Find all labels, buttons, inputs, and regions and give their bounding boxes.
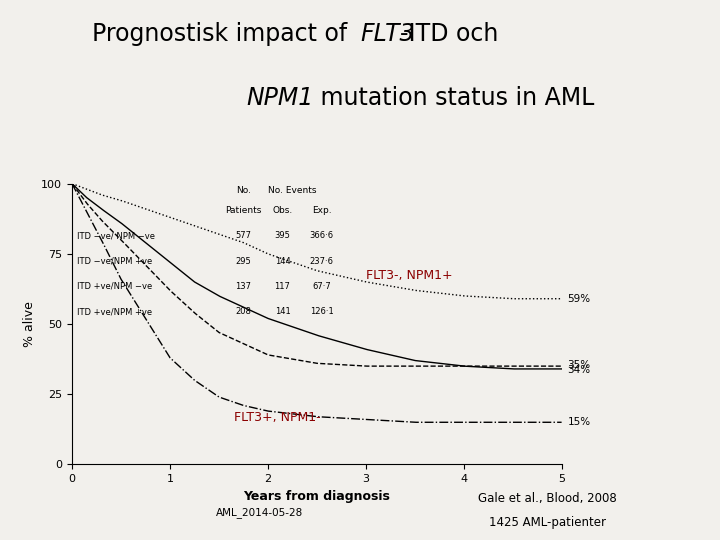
Text: 141: 141 xyxy=(274,307,290,316)
Text: 117: 117 xyxy=(274,282,290,291)
Text: FLT3-, NPM1+: FLT3-, NPM1+ xyxy=(366,269,452,282)
Text: mutation status in AML: mutation status in AML xyxy=(313,86,595,110)
Text: 67·7: 67·7 xyxy=(312,282,331,291)
X-axis label: Years from diagnosis: Years from diagnosis xyxy=(243,490,390,503)
Text: 366·6: 366·6 xyxy=(310,231,334,240)
Text: Gale et al., Blood, 2008: Gale et al., Blood, 2008 xyxy=(478,492,616,505)
Text: -ITD och: -ITD och xyxy=(400,22,498,45)
Text: 208: 208 xyxy=(235,307,251,316)
Text: AML_2014-05-28: AML_2014-05-28 xyxy=(215,508,303,518)
Text: 577: 577 xyxy=(235,231,251,240)
Text: 15%: 15% xyxy=(567,417,590,427)
Text: NPM1: NPM1 xyxy=(246,86,313,110)
Text: 126·1: 126·1 xyxy=(310,307,333,316)
Text: ITD −ve/ NPM −ve: ITD −ve/ NPM −ve xyxy=(77,231,155,240)
Text: 395: 395 xyxy=(274,231,290,240)
Text: Exp.: Exp. xyxy=(312,206,331,215)
Text: 295: 295 xyxy=(235,256,251,266)
Text: 59%: 59% xyxy=(567,294,590,303)
Text: Prognostisk impact of: Prognostisk impact of xyxy=(92,22,360,45)
Text: FLT3+, NPM1-: FLT3+, NPM1- xyxy=(233,411,320,424)
Text: No. Events: No. Events xyxy=(268,186,317,195)
Text: 34%: 34% xyxy=(567,366,590,375)
Text: No.: No. xyxy=(236,186,251,195)
Text: 35%: 35% xyxy=(567,360,590,370)
Text: ITD +ve/NPM +ve: ITD +ve/NPM +ve xyxy=(77,307,152,316)
Text: 144: 144 xyxy=(274,256,290,266)
Text: FLT3: FLT3 xyxy=(360,22,415,45)
Text: 1425 AML-patienter: 1425 AML-patienter xyxy=(489,516,606,529)
Text: Obs.: Obs. xyxy=(272,206,292,215)
Text: 137: 137 xyxy=(235,282,251,291)
Y-axis label: % alive: % alive xyxy=(23,301,36,347)
Text: ITD −ve/NPM +ve: ITD −ve/NPM +ve xyxy=(77,256,152,266)
Text: Patients: Patients xyxy=(225,206,261,215)
Text: 237·6: 237·6 xyxy=(310,256,333,266)
Text: ITD +ve/NPM −ve: ITD +ve/NPM −ve xyxy=(77,282,152,291)
